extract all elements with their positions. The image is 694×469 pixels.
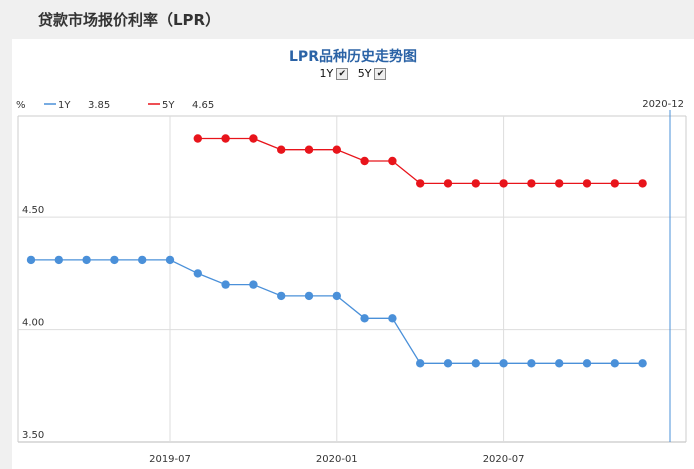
data-point-1y: [499, 359, 508, 368]
checkbox-5y[interactable]: ✔: [374, 67, 387, 80]
data-point-1y: [527, 359, 536, 368]
legend-name-5y: 5Y: [162, 100, 175, 111]
toggle-1y-label: 1Y: [319, 67, 334, 80]
x-tick-label: 2019-07: [149, 454, 191, 465]
data-point-1y: [388, 314, 397, 323]
chart-title: LPR品种历史走势图: [289, 49, 417, 65]
data-point-1y: [26, 255, 36, 265]
data-point-5y: [582, 179, 592, 188]
page-title: 贷款市场报价利率（LPR）: [38, 11, 221, 29]
data-point-1y: [221, 280, 230, 289]
legend-name-1y: 1Y: [58, 100, 71, 111]
toggle-5y-label: 5Y: [357, 67, 372, 80]
data-point-1y: [277, 291, 286, 301]
data-point-1y: [138, 255, 147, 265]
data-point-5y: [332, 145, 341, 154]
data-point-5y: [360, 156, 369, 166]
x-tick-label: 2020-01: [316, 454, 358, 465]
data-point-5y: [471, 179, 480, 188]
data-point-1y: [82, 255, 91, 265]
chart-panel: LPR品种历史走势图 1Y ✔ 5Y ✔: [12, 39, 694, 469]
data-point-1y: [193, 269, 202, 278]
data-point-1y: [360, 314, 369, 323]
data-point-5y: [277, 145, 286, 154]
data-point-1y: [638, 359, 647, 368]
toggle-5y[interactable]: 5Y ✔: [358, 67, 387, 80]
series-toggles: 1Y ✔ 5Y ✔: [12, 67, 694, 80]
data-point-5y: [638, 179, 647, 188]
y-tick-label: 4.50: [22, 205, 44, 216]
data-point-5y: [388, 156, 397, 166]
data-point-1y: [165, 255, 175, 265]
unit-label: %: [16, 100, 26, 111]
data-point-1y: [471, 359, 480, 368]
data-point-5y: [304, 145, 314, 154]
data-point-1y: [54, 255, 63, 265]
data-point-5y: [527, 179, 536, 188]
legend-value-5y: 4.65: [192, 100, 214, 111]
data-point-1y: [443, 359, 453, 368]
legend-value-1y: 3.85: [88, 100, 110, 111]
series-line-5y: [197, 137, 643, 185]
x-tick-label: 2020-07: [483, 454, 525, 465]
data-point-5y: [555, 179, 564, 188]
data-point-1y: [555, 359, 564, 368]
data-point-1y: [110, 255, 119, 265]
y-tick-label: 3.50: [22, 430, 44, 441]
data-point-5y: [221, 134, 230, 143]
data-point-5y: [193, 134, 202, 143]
data-point-5y: [499, 179, 508, 188]
data-point-1y: [332, 291, 341, 301]
checkbox-1y[interactable]: ✔: [336, 67, 349, 80]
cursor-label: 2020-12: [642, 99, 684, 110]
data-point-1y: [249, 280, 258, 289]
data-point-1y: [582, 359, 592, 368]
y-tick-label: 4.00: [22, 318, 44, 329]
data-point-1y: [610, 359, 619, 368]
data-point-5y: [443, 179, 453, 188]
data-point-1y: [304, 291, 314, 301]
data-point-5y: [610, 179, 619, 188]
toggle-1y[interactable]: 1Y ✔: [320, 67, 349, 80]
data-point-1y: [416, 359, 425, 368]
data-point-5y: [249, 134, 258, 143]
data-point-5y: [416, 179, 425, 188]
